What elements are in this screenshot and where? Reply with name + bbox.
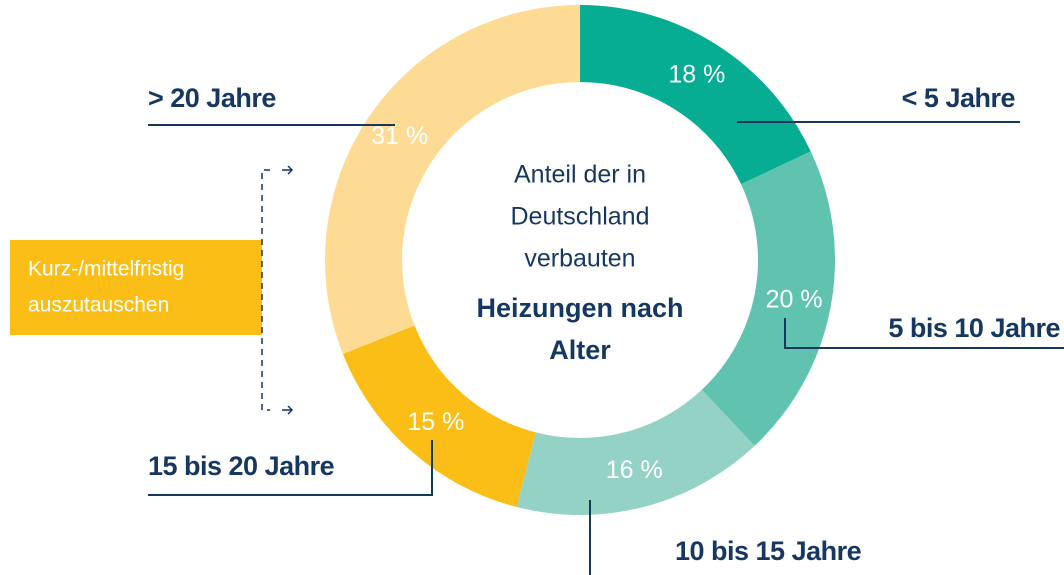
donut-segment xyxy=(342,325,536,507)
value-label: 15 % xyxy=(407,408,464,436)
donut-segment xyxy=(701,151,835,446)
leader-line xyxy=(784,318,1064,349)
bracket-arrows xyxy=(282,165,294,415)
value-label: 16 % xyxy=(606,456,663,484)
bracket xyxy=(261,169,270,411)
value-label: 31 % xyxy=(371,122,428,150)
center-text: verbauten xyxy=(524,245,635,273)
donut-segment xyxy=(324,5,580,354)
annotation: auszutauschen xyxy=(28,294,169,317)
category-label: 5 bis 10 Jahre xyxy=(888,313,1060,343)
donut-segment xyxy=(580,5,811,185)
leader-line xyxy=(148,440,433,496)
annotation-box xyxy=(10,240,262,335)
category-label: 15 bis 20 Jahre xyxy=(148,451,335,481)
donut-segment xyxy=(516,389,755,516)
value-label: 18 % xyxy=(668,61,725,89)
annotation: Kurz-/mittelfristig xyxy=(28,258,184,281)
center-text: Anteil der in xyxy=(514,161,646,189)
category-label: > 20 Jahre xyxy=(148,83,276,113)
center-text: Deutschland xyxy=(511,203,650,231)
center-title: Heizungen nach xyxy=(476,293,683,323)
category-label: < 5 Jahre xyxy=(902,83,1016,113)
value-label: 20 % xyxy=(766,285,823,313)
category-label: 10 bis 15 Jahre xyxy=(675,536,862,566)
center-title: Alter xyxy=(549,335,611,365)
